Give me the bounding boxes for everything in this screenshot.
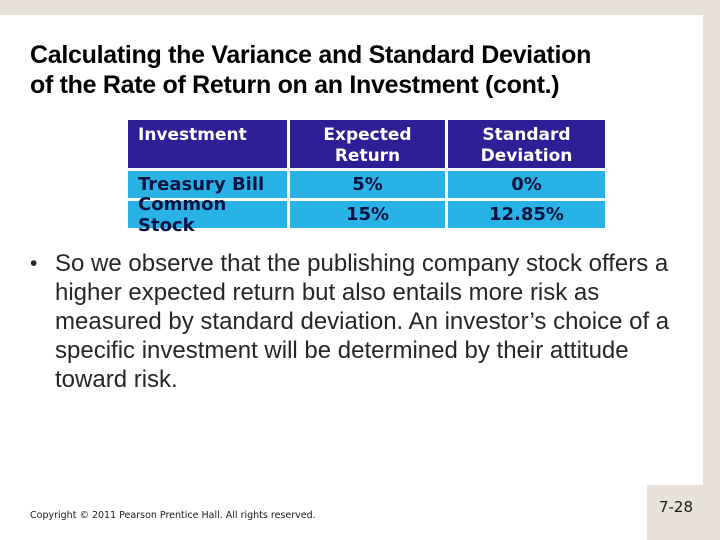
table-cell-expected-return: 5% [290, 171, 445, 198]
slide-title-line-2: of the Rate of Return on an Investment (… [30, 71, 560, 99]
table-header-standard-deviation: Standard Deviation [448, 120, 605, 168]
table-cell-investment: Treasury Bill [128, 171, 287, 198]
table-cell-standard-deviation: 12.85% [448, 201, 605, 228]
bullet-item: • So we observe that the publishing comp… [30, 249, 683, 394]
table-cell-investment: Common Stock [128, 194, 287, 236]
table-cell-expected-return: 15% [290, 201, 445, 228]
slide-title: Calculating the Variance and Standard De… [30, 40, 591, 100]
table-header-expected-return: Expected Return [290, 120, 445, 168]
slide-title-line-1: Calculating the Variance and Standard De… [30, 41, 592, 69]
table-header-investment: Investment [128, 120, 287, 168]
frame-top-strip [0, 0, 720, 15]
frame-right-strip [703, 0, 720, 540]
table-cell-standard-deviation: 0% [448, 171, 605, 198]
frame-bottom-right-block [647, 485, 720, 540]
page-number: 7-28 [658, 498, 694, 516]
bullet-text: So we observe that the publishing compan… [55, 250, 670, 393]
copyright-notice: Copyright © 2011 Pearson Prentice Hall. … [30, 510, 316, 521]
bullet-marker: • [30, 252, 38, 275]
investment-table: Investment Expected Return Standard Devi… [128, 120, 605, 236]
